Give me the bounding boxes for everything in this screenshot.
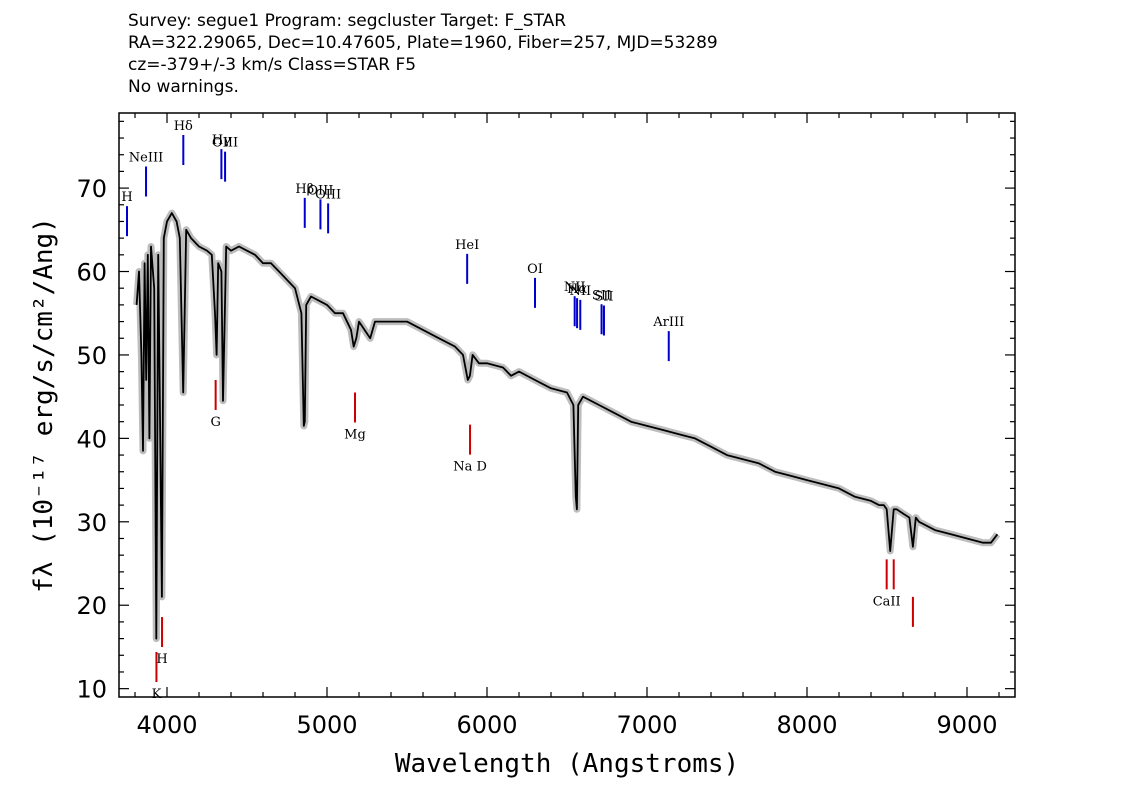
y-tick-label: 30: [76, 509, 107, 537]
spectral-line-marker: OIII: [307, 183, 333, 230]
spectrum-line-layer: [135, 212, 999, 640]
emission-line-label: SII: [592, 288, 611, 303]
y-axis-label: fλ (10⁻¹⁷ erg/s/cm²/Ang): [29, 217, 59, 593]
emission-line-label: OIII: [212, 136, 238, 151]
emission-line-label: OI: [527, 262, 543, 277]
emission-line-label: SII: [594, 290, 613, 305]
emission-line-label: HeI: [455, 238, 479, 253]
spectral-line-marker: SII: [592, 288, 611, 335]
spectral-line-marker: Hδ: [174, 119, 193, 165]
spectral-line-marker: Na D: [453, 424, 487, 475]
plot-frame: [118, 112, 1016, 698]
spectral-line-marker: Hα: [567, 282, 587, 329]
y-axis-ticks: 10 20 30 40 50 60 70: [76, 120, 1015, 704]
x-tick-label: 8000: [776, 711, 837, 739]
spectral-line-marker: OI: [527, 262, 543, 308]
x-tick-label: 4000: [136, 711, 197, 739]
emission-line-label: Hδ: [174, 119, 193, 134]
spectral-line-marker: ArIII: [652, 315, 684, 362]
spectral-line-marker: G: [210, 379, 221, 430]
spectral-line-marker: OIII: [212, 136, 238, 182]
spectrum-header: Survey: segue1 Program: segcluster Targe…: [128, 10, 718, 98]
spectral-line-marker: HeI: [455, 238, 479, 284]
x-tick-label: 6000: [456, 711, 517, 739]
emission-line-label: Hγ: [212, 133, 231, 148]
x-tick-label: 5000: [296, 711, 357, 739]
emission-line-label: NII: [569, 284, 591, 299]
x-axis-label: Wavelength (Angstroms): [395, 749, 739, 779]
absorption-line-label: H: [156, 652, 167, 667]
emission-line-label: ArIII: [652, 315, 684, 330]
absorption-line-label: Na D: [453, 460, 487, 475]
absorption-line-label: CaII: [873, 594, 901, 609]
emission-line-label: Hβ: [295, 182, 314, 197]
absorption-line-label: G: [210, 415, 220, 430]
header-line-coordinates: RA=322.29065, Dec=10.47605, Plate=1960, …: [128, 33, 718, 53]
y-tick-label: 70: [76, 175, 107, 203]
emission-line-label: OIII: [315, 187, 341, 202]
spectral-line-marker: OIII: [315, 187, 341, 234]
emission-line-label: Hα: [567, 282, 587, 297]
spectral-line-marker: Mg: [344, 392, 366, 442]
spectrum-line: [135, 212, 999, 640]
spectral-line-marker: H: [121, 190, 133, 237]
spectral-line-marker: Hγ: [212, 133, 231, 180]
y-tick-label: 60: [76, 259, 107, 287]
spectrum-error-band: [133, 209, 1001, 643]
spectral-line-marker: NII: [569, 284, 591, 330]
header-line-warnings: No warnings.: [128, 77, 239, 97]
x-tick-label: 7000: [616, 711, 677, 739]
y-tick-label: 50: [76, 342, 107, 370]
emission-line-label: OIII: [307, 183, 333, 198]
header-line-redshift-class: cz=-379+/-3 km/s Class=STAR F5: [128, 55, 417, 75]
spectral-line-marker: NII: [564, 280, 586, 327]
y-tick-label: 20: [76, 592, 107, 620]
emission-line-label: NII: [564, 280, 586, 295]
emission-line-label: NeIII: [129, 151, 163, 166]
spectral-line-marker: K: [152, 652, 162, 702]
absorption-line-label: K: [152, 687, 162, 702]
spectral-line-marker: SII: [594, 290, 614, 336]
spectral-line-marker: Hβ: [295, 182, 314, 228]
error-band-layer: [133, 209, 1001, 643]
spectral-line-marker: H: [156, 617, 168, 667]
spectral-line-marker: CaII: [873, 559, 901, 609]
spectral-line-marker: NeIII: [129, 151, 163, 197]
x-axis-ticks: 4000 5000 6000 7000 8000 9000: [134, 113, 1000, 739]
absorption-line-label: Mg: [344, 427, 366, 442]
emission-line-label: H: [121, 190, 132, 205]
header-line-survey: Survey: segue1 Program: segcluster Targe…: [128, 11, 567, 31]
y-tick-label: 10: [76, 676, 107, 704]
y-tick-label: 40: [76, 425, 107, 453]
x-tick-label: 9000: [936, 711, 997, 739]
